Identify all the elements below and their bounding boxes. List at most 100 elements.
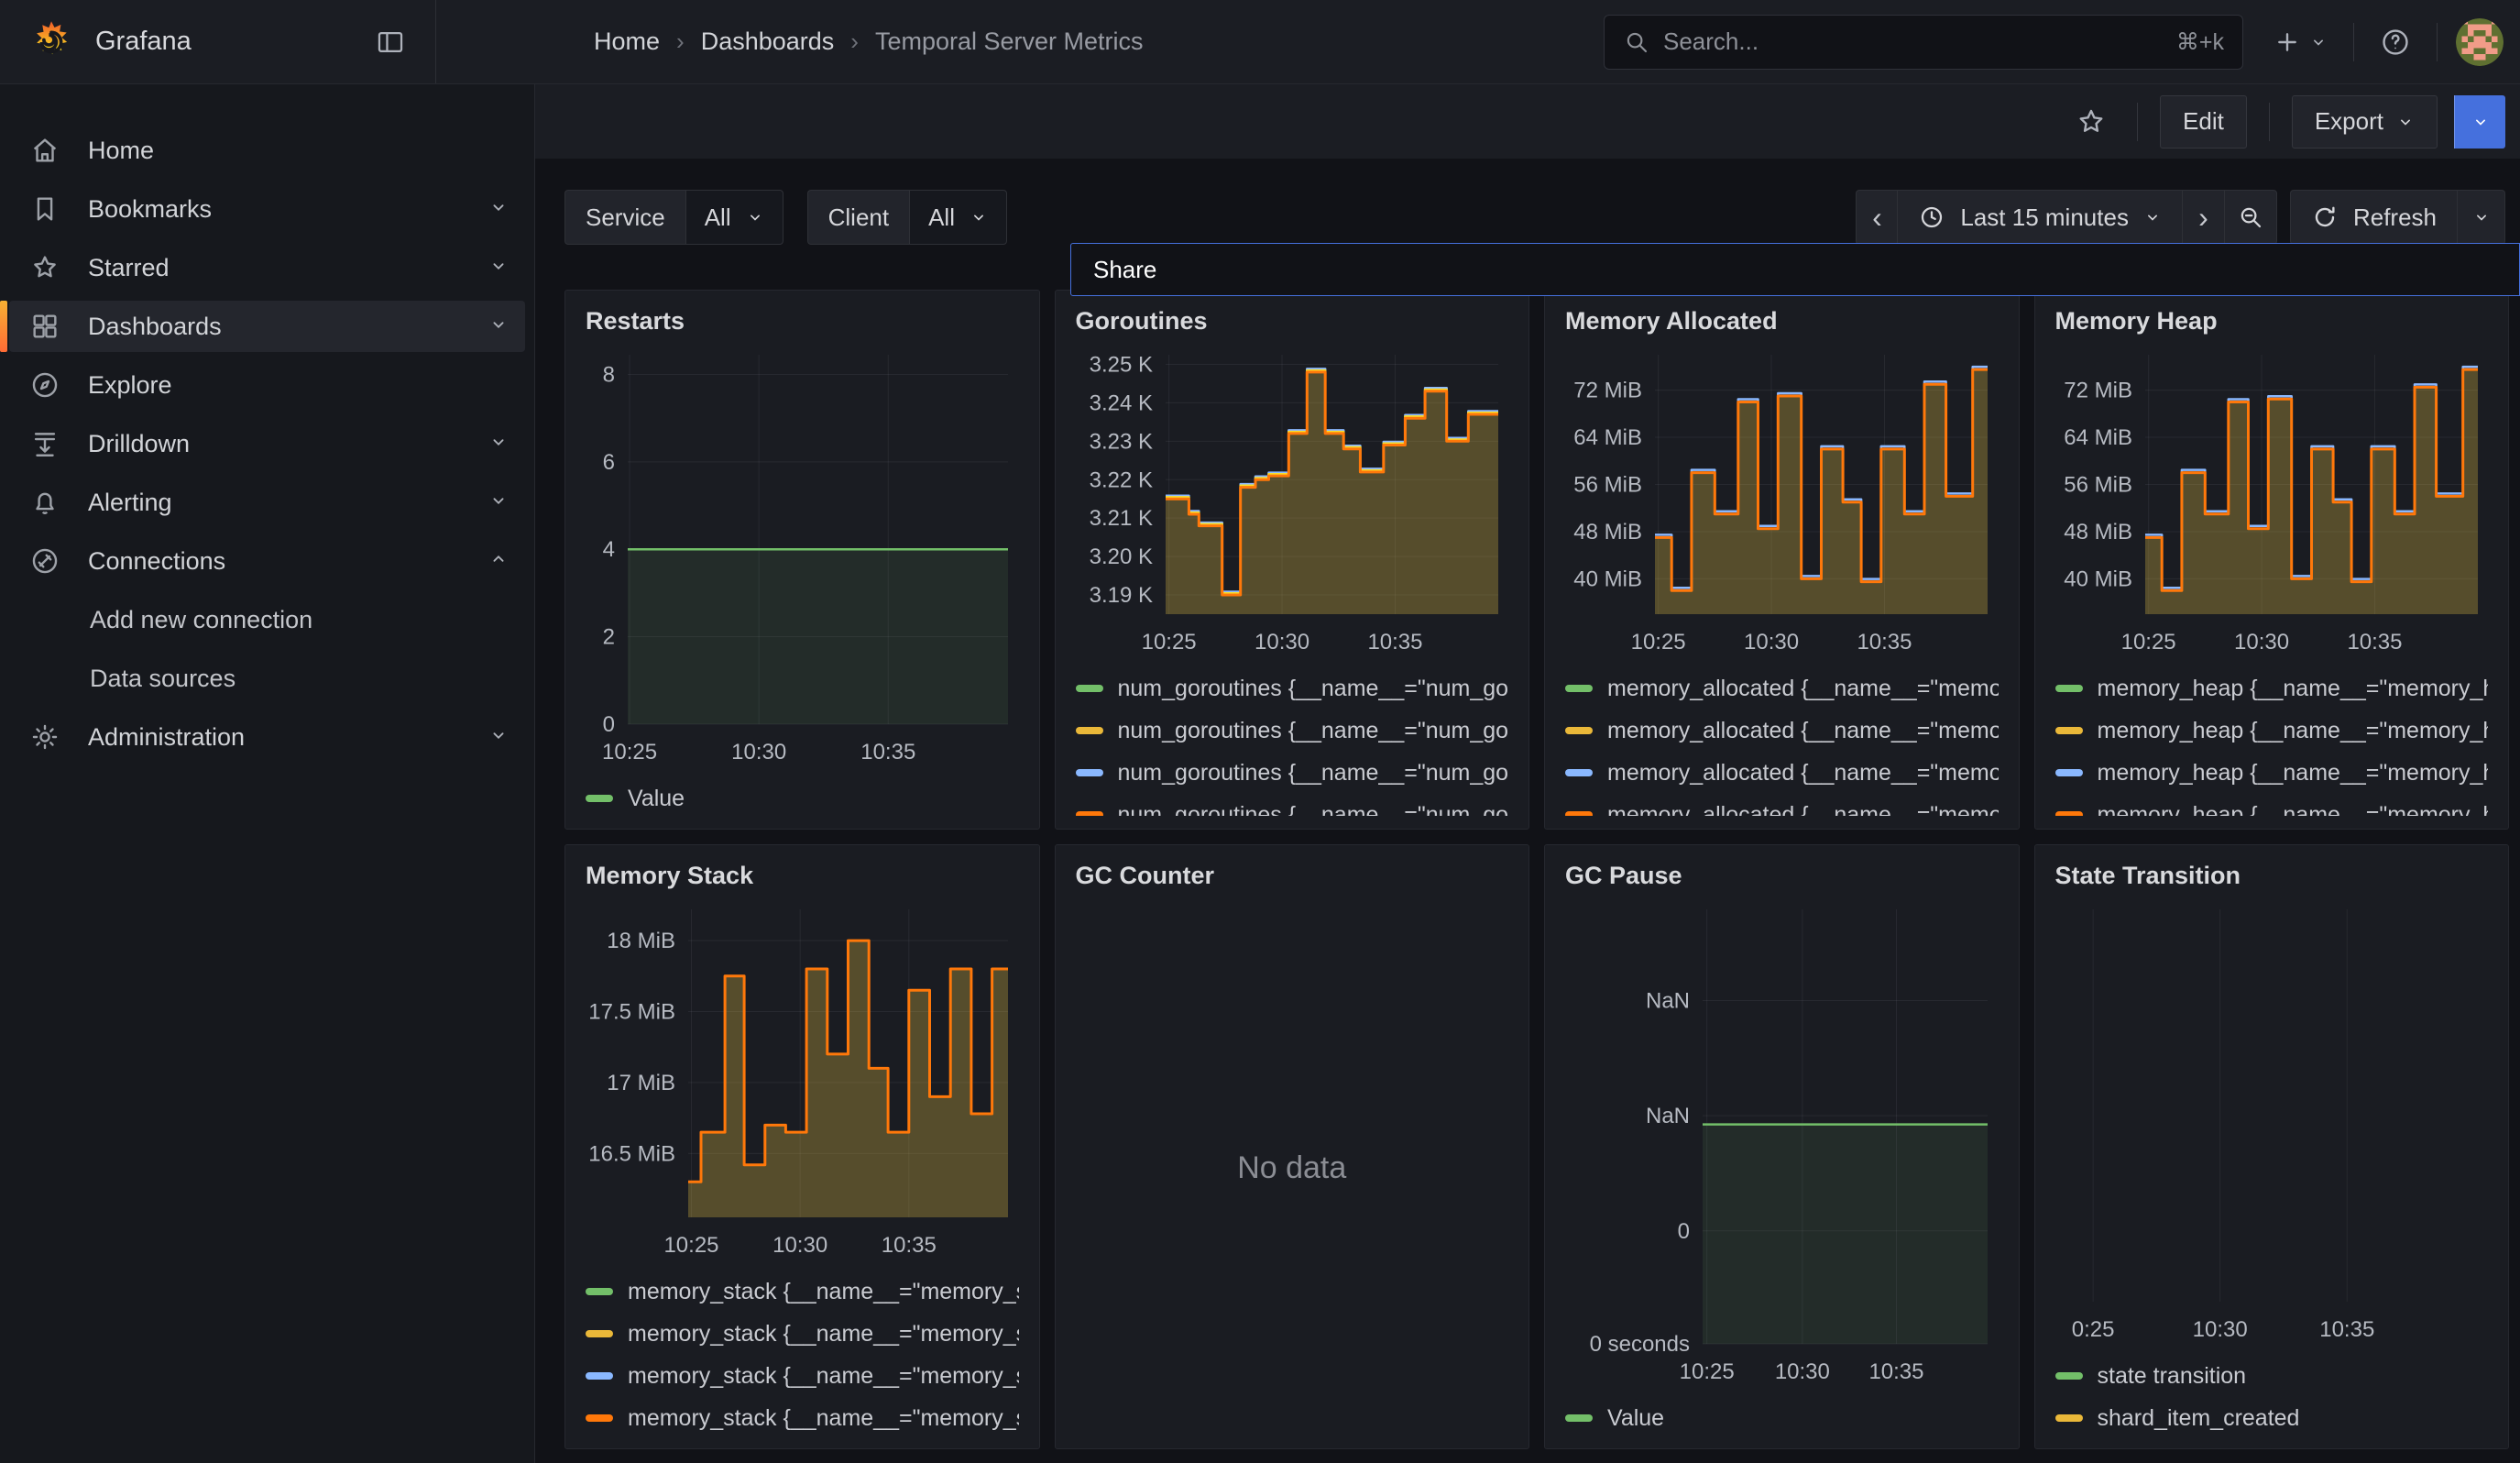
panel-title[interactable]: State Transition (2055, 862, 2489, 900)
legend-item[interactable]: shard_item_created (2055, 1401, 2489, 1436)
plug-icon (29, 545, 66, 577)
series-color-dash (586, 795, 613, 802)
series-color-dash (1076, 685, 1103, 692)
legend-item[interactable]: memory_heap {__name__="memory_h (2055, 713, 2489, 748)
svg-text:10:30: 10:30 (2192, 1317, 2247, 1342)
edit-button[interactable]: Edit (2160, 95, 2247, 148)
help-button[interactable] (2372, 19, 2418, 65)
sidebar-item-connections[interactable]: Connections (9, 535, 525, 587)
legend: state transition shard_item_created (2055, 1358, 2489, 1436)
legend: Value (1565, 1401, 1999, 1436)
svg-text:10:30: 10:30 (772, 1233, 827, 1258)
svg-text:40 MiB: 40 MiB (1573, 566, 1642, 591)
panel-title[interactable]: Memory Stack (586, 862, 1019, 900)
legend-item[interactable]: num_goroutines {__name__="num_go (1076, 671, 1509, 706)
export-button[interactable]: Export (2292, 95, 2438, 148)
service-variable-select[interactable]: All (685, 190, 783, 245)
sidebar-item-starred[interactable]: Starred (9, 242, 525, 293)
sidebar-item-bookmarks[interactable]: Bookmarks (9, 183, 525, 235)
svg-text:48 MiB: 48 MiB (2064, 520, 2132, 544)
time-range-picker[interactable]: Last 15 minutes (1898, 190, 2182, 245)
chevron-up-icon[interactable] (488, 547, 509, 576)
chevron-down-icon[interactable] (488, 254, 509, 282)
panel-title[interactable]: Goroutines (1076, 307, 1509, 346)
service-variable: Service All (564, 190, 783, 245)
mega-menu-sidebar: Home Bookmarks Starred Dashboards Explor… (0, 84, 535, 1463)
breadcrumb-dashboards[interactable]: Dashboards (701, 28, 835, 56)
legend-item[interactable]: memory_stack {__name__="memory_s (586, 1358, 1019, 1393)
favorite-star-button[interactable] (2067, 98, 2115, 146)
legend-item[interactable]: state transition (2055, 1358, 2489, 1393)
svg-text:40 MiB: 40 MiB (2064, 566, 2132, 591)
share-button[interactable]: Share (1070, 243, 2520, 296)
zoom-out-button[interactable] (2224, 190, 2277, 245)
avatar[interactable] (2456, 18, 2504, 66)
sidebar-item-drilldown[interactable]: Drilldown (9, 418, 525, 469)
legend-item[interactable]: memory_stack {__name__="memory_s (586, 1316, 1019, 1351)
legend-item[interactable]: memory_allocated {__name__="memo (1565, 798, 1999, 816)
memory-stack-chart[interactable]: 18 MiB17.5 MiB17 MiB16.5 MiB10:2510:3010… (586, 900, 1019, 1267)
legend-item[interactable]: memory_allocated {__name__="memo (1565, 713, 1999, 748)
legend-item[interactable]: num_goroutines {__name__="num_go (1076, 798, 1509, 816)
grafana-logo-icon[interactable] (27, 18, 75, 66)
svg-text:0 seconds: 0 seconds (1590, 1332, 1690, 1357)
client-variable-select[interactable]: All (909, 190, 1007, 245)
legend: Value (586, 781, 1019, 816)
legend-item[interactable]: memory_heap {__name__="memory_h (2055, 671, 2489, 706)
series-color-dash (586, 1330, 613, 1337)
svg-text:10:30: 10:30 (1775, 1359, 1830, 1384)
share-dropdown-button[interactable] (2454, 95, 2505, 148)
legend-item[interactable]: Value (586, 781, 1019, 816)
search-box[interactable]: ⌘+k (1604, 15, 2243, 70)
add-new-button[interactable] (2265, 20, 2335, 64)
legend-item[interactable]: num_goroutines {__name__="num_go (1076, 755, 1509, 790)
memory-heap-chart[interactable]: 72 MiB64 MiB56 MiB48 MiB40 MiB10:2510:30… (2055, 346, 2489, 664)
chevron-down-icon[interactable] (488, 430, 509, 458)
legend-item[interactable]: memory_heap {__name__="memory_h (2055, 798, 2489, 816)
search-input[interactable] (1663, 28, 2176, 56)
restarts-chart[interactable]: 8642010:2510:3010:35 (586, 346, 1019, 774)
sidebar-item-explore[interactable]: Explore (9, 359, 525, 411)
panel-title[interactable]: Memory Allocated (1565, 307, 1999, 346)
panel-title[interactable]: GC Pause (1565, 862, 1999, 900)
legend-item[interactable]: memory_allocated {__name__="memo (1565, 671, 1999, 706)
divider (2269, 103, 2270, 141)
time-shift-forward-button[interactable]: › (2182, 190, 2224, 245)
chevron-down-icon[interactable] (488, 313, 509, 341)
refresh-interval-dropdown[interactable] (2458, 190, 2505, 245)
refresh-button[interactable]: Refresh (2290, 190, 2458, 245)
svg-text:64 MiB: 64 MiB (2064, 425, 2132, 450)
legend-item[interactable]: num_goroutines {__name__="num_go (1076, 713, 1509, 748)
svg-text:10:25: 10:25 (1631, 630, 1686, 654)
sidebar-item-data-sources[interactable]: Data sources (9, 653, 525, 704)
sidebar-item-administration[interactable]: Administration (9, 711, 525, 763)
sidebar-item-add-new-connection[interactable]: Add new connection (9, 594, 525, 645)
legend-item[interactable]: memory_stack {__name__="memory_s (586, 1274, 1019, 1309)
memory-allocated-chart[interactable]: 72 MiB64 MiB56 MiB48 MiB40 MiB10:2510:30… (1565, 346, 1999, 664)
sidebar-item-dashboards[interactable]: Dashboards (9, 301, 525, 352)
chevron-down-icon[interactable] (488, 723, 509, 752)
bell-icon (29, 487, 66, 518)
panel-title[interactable]: Memory Heap (2055, 307, 2489, 346)
svg-text:3.21 K: 3.21 K (1089, 506, 1152, 531)
time-shift-back-button[interactable]: ‹ (1856, 190, 1898, 245)
legend-item[interactable]: memory_allocated {__name__="memo (1565, 755, 1999, 790)
goroutines-chart[interactable]: 3.25 K3.24 K3.23 K3.22 K3.21 K3.20 K3.19… (1076, 346, 1509, 664)
mega-menu-toggle-button[interactable] (367, 19, 413, 65)
sidebar-item-home[interactable]: Home (9, 125, 525, 176)
chevron-down-icon[interactable] (488, 195, 509, 224)
panel-title[interactable]: GC Counter (1076, 862, 1509, 900)
gc-pause-chart[interactable]: NaNNaN00 seconds10:2510:3010:35 (1565, 900, 1999, 1393)
state-transition-chart[interactable]: 0:2510:3010:35 (2055, 900, 2489, 1351)
legend-item[interactable]: memory_stack {__name__="memory_s (586, 1401, 1019, 1436)
breadcrumb-home[interactable]: Home (594, 28, 660, 56)
legend-item[interactable]: Value (1565, 1401, 1999, 1436)
legend-item[interactable]: memory_heap {__name__="memory_h (2055, 755, 2489, 790)
sidebar-item-alerting[interactable]: Alerting (9, 477, 525, 528)
star-icon (2075, 105, 2108, 138)
svg-text:10:25: 10:25 (1141, 630, 1196, 654)
panel-title[interactable]: Restarts (586, 307, 1019, 346)
panel-gc-counter: GC Counter No data (1055, 844, 1530, 1449)
chevron-down-icon[interactable] (488, 489, 509, 517)
breadcrumb-current-page: Temporal Server Metrics (875, 28, 1144, 56)
